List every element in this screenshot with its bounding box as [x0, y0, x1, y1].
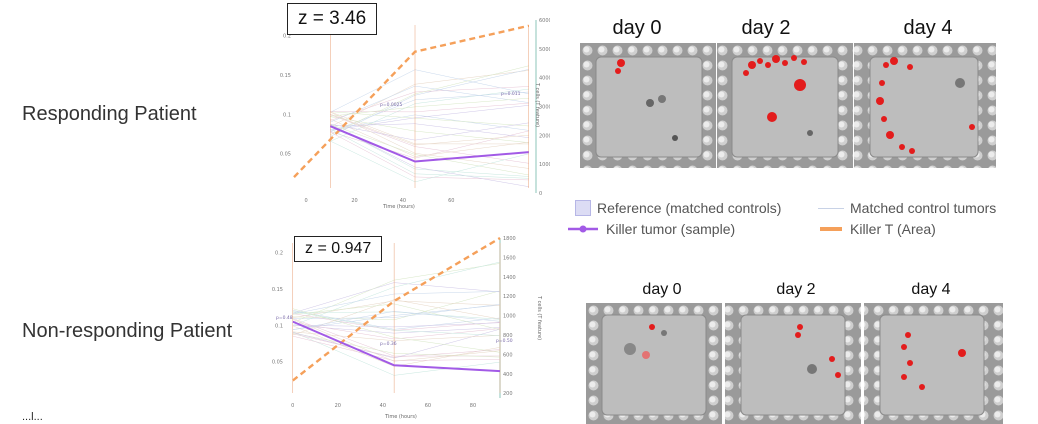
- annotation-1: p=0.0025: [380, 102, 403, 108]
- y-right-tick-label: 800: [503, 333, 513, 339]
- x-tick-label: 80: [470, 403, 476, 409]
- y-right-tick-label: 1000: [539, 162, 550, 168]
- y-right-tick-label: 1400: [503, 275, 516, 281]
- legend-label-reference: Reference (matched controls): [597, 200, 782, 216]
- y-right-tick-label: 5000: [539, 47, 550, 53]
- y-tick-label: 0.15: [272, 287, 283, 293]
- day-label: day 2: [741, 17, 791, 39]
- y-right-tick-label: 6000: [539, 18, 550, 24]
- day-label: day 4: [911, 281, 951, 298]
- legend-label-killer-tumor: Killer tumor (sample): [606, 221, 736, 237]
- y-right-tick-label: 1800: [503, 236, 516, 242]
- y-right-tick-label: 400: [503, 372, 513, 378]
- nonresponding-patient-label: Non-responding Patient: [22, 320, 233, 342]
- killer-t-line: [293, 24, 530, 178]
- legend-item-killer-tumor: Killer tumor (sample): [566, 221, 735, 237]
- killer-tumor-line: [292, 320, 501, 373]
- x-axis-label: Time (hours): [382, 204, 415, 210]
- y-right-tick-label: 2000: [539, 133, 550, 139]
- x-tick-label: 40: [380, 403, 386, 409]
- legend-swatch-killer-tumor: [568, 225, 598, 233]
- y-tick-label: 0.1: [275, 323, 283, 329]
- legend-label-killer-t: Killer T (Area): [850, 221, 936, 237]
- annotation-3: p=0.50: [496, 338, 513, 344]
- day-label: day 0: [642, 281, 682, 298]
- y-tick-label: 0.2: [275, 251, 283, 257]
- responding-patient-label: Responding Patient: [22, 103, 197, 125]
- microscopy-row-nonresponding: [586, 303, 1003, 424]
- microscopy-row-responding: [580, 43, 996, 168]
- y-tick-label: 0.2: [283, 34, 291, 40]
- x-tick-label: 60: [448, 198, 454, 204]
- annotation-2: p=0.011: [501, 91, 521, 97]
- microscopy-frame-day4: [854, 43, 996, 168]
- microscopy-frame-day2: [717, 43, 853, 168]
- microscopy-frame-day0: [580, 43, 716, 168]
- day-label: day 0: [612, 17, 662, 39]
- z-score-box-nonresponding: z = 0.947: [294, 236, 383, 262]
- annotation-2: p=0.36: [380, 341, 397, 347]
- right-axis-label: T cells (T feature): [536, 295, 542, 340]
- y-right-tick-label: 0: [539, 191, 542, 197]
- y-right-tick-label: 1000: [503, 314, 516, 320]
- killer-tumor-line: [329, 125, 529, 163]
- microscopy-frame-day4: [864, 303, 1003, 424]
- legend-swatch-matched: [818, 207, 844, 209]
- y-right-tick-label: 1200: [503, 294, 516, 300]
- y-right-tick-label: 600: [503, 352, 513, 358]
- cutoff-text: ...l...: [22, 411, 43, 423]
- legend-item-killer-t: Killer T (Area): [818, 221, 936, 237]
- killer-t-line: [292, 236, 501, 382]
- day-label: day 2: [776, 281, 816, 298]
- day-label: day 4: [903, 17, 953, 39]
- right-axis-label: T cells (T feature): [534, 82, 540, 127]
- y-right-tick-label: 4000: [539, 76, 550, 82]
- responding-chart: 0 20 40 60 0.05 0.1 0.15 0.2 0 1000 2000 3000 4000 50…: [268, 10, 550, 215]
- z-score-box-responding: z = 3.46: [287, 3, 378, 35]
- x-tick-label: 40: [400, 198, 406, 204]
- y-tick-label: 0.1: [283, 112, 291, 118]
- x-tick-label: 0: [305, 198, 308, 204]
- legend-item-matched: Matched control tumors: [818, 200, 996, 216]
- legend-label-matched: Matched control tumors: [850, 200, 997, 216]
- microscopy-frame-day0: [586, 303, 722, 424]
- legend-swatch-killer-t: [820, 227, 842, 231]
- x-tick-label: 20: [351, 198, 357, 204]
- y-tick-label: 0.05: [280, 152, 291, 158]
- y-tick-label: 0.05: [272, 360, 283, 366]
- legend-swatch-reference: [575, 200, 591, 216]
- y-right-tick-label: 3000: [539, 105, 550, 111]
- legend-item-reference: Reference (matched controls): [575, 200, 781, 216]
- y-right-tick-label: 200: [503, 391, 513, 397]
- y-right-tick-label: 1600: [503, 255, 516, 261]
- y-tick-label: 0.15: [280, 73, 291, 79]
- x-axis-label: Time (hours): [384, 414, 417, 420]
- x-tick-label: 60: [425, 403, 431, 409]
- microscopy-frame-day2: [725, 303, 861, 424]
- x-tick-label: 0: [291, 403, 294, 409]
- x-tick-label: 20: [335, 403, 341, 409]
- annotation-1: p=0.48: [276, 315, 293, 321]
